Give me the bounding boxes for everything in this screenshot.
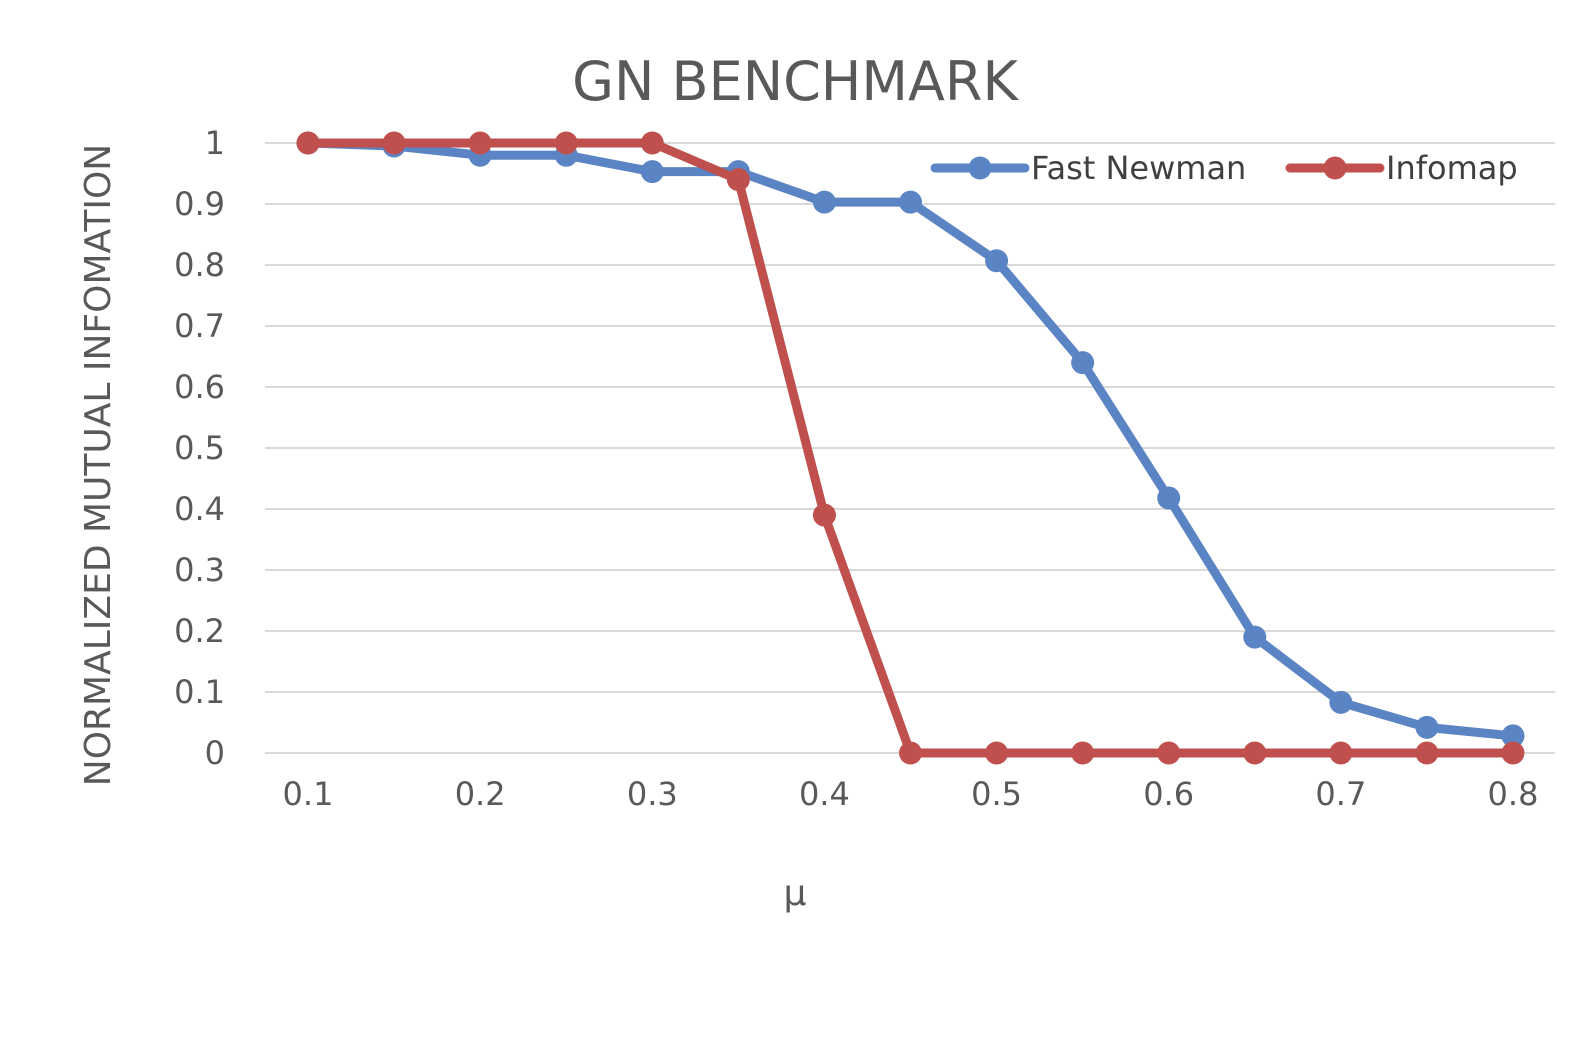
- data-point: [899, 190, 922, 214]
- data-point: [1329, 690, 1353, 714]
- y-tick-label: 0.3: [174, 551, 225, 589]
- legend-swatch-marker: [1323, 156, 1347, 180]
- y-axis-ticks: 0 0.1 0.2 0.3 0.4 0.5 0.6 0.7 0.8 0.9 1: [174, 124, 225, 772]
- y-axis-title: NORMALIZED MUTUAL INFOMATION: [78, 144, 119, 786]
- data-point: [468, 131, 492, 155]
- x-tick-label: 0.4: [799, 775, 850, 813]
- y-tick-label: 0: [205, 734, 225, 772]
- y-tick-label: 0.1: [174, 673, 225, 711]
- data-point: [812, 503, 836, 527]
- chart-title: GN BENCHMARK: [572, 50, 1019, 113]
- y-tick-label: 0.5: [174, 429, 225, 467]
- data-point: [1329, 741, 1353, 765]
- x-tick-label: 0.2: [455, 775, 506, 813]
- legend-item: Infomap: [1285, 149, 1518, 187]
- gridlines: [265, 142, 1555, 754]
- y-tick-label: 0.9: [174, 185, 225, 223]
- data-point: [554, 131, 578, 155]
- data-point: [1415, 715, 1439, 739]
- data-point: [1501, 741, 1525, 765]
- data-point: [640, 131, 664, 155]
- x-tick-label: 0.8: [1488, 775, 1539, 813]
- legend-swatch-marker: [968, 156, 992, 180]
- y-tick-label: 1: [205, 124, 225, 162]
- data-point: [1071, 741, 1095, 765]
- y-tick-label: 0.8: [174, 246, 225, 284]
- x-axis-title: μ: [784, 873, 807, 914]
- data-point: [640, 160, 664, 184]
- x-tick-label: 0.5: [971, 775, 1022, 813]
- y-tick-label: 0.7: [174, 307, 225, 345]
- legend-label: Infomap: [1386, 149, 1518, 187]
- x-tick-label: 0.7: [1315, 775, 1366, 813]
- series-layer: [296, 131, 1525, 765]
- data-point: [1071, 351, 1095, 375]
- y-tick-label: 0.6: [174, 368, 225, 406]
- legend-label: Fast Newman: [1031, 149, 1246, 187]
- data-point: [1501, 724, 1525, 748]
- data-point: [1243, 625, 1267, 649]
- y-tick-label: 0.4: [174, 490, 225, 528]
- data-point: [296, 131, 320, 155]
- x-tick-label: 0.3: [627, 775, 678, 813]
- x-axis-ticks: 0.1 0.2 0.3 0.4 0.5 0.6 0.7 0.8: [283, 775, 1539, 813]
- data-point: [812, 190, 836, 214]
- data-point: [1157, 486, 1181, 510]
- series-infomap: [296, 131, 1525, 765]
- data-point: [382, 131, 406, 155]
- series-fast-newman: [296, 131, 1525, 748]
- data-point: [1415, 741, 1439, 765]
- data-point: [726, 168, 750, 192]
- data-point: [899, 741, 922, 765]
- series-line: [303, 138, 1518, 741]
- data-point: [1243, 741, 1267, 765]
- x-tick-label: 0.1: [283, 775, 334, 813]
- y-tick-label: 0.2: [174, 612, 225, 650]
- legend: Fast Newman Infomap: [930, 149, 1518, 187]
- data-point: [1157, 741, 1181, 765]
- legend-item: Fast Newman: [930, 149, 1246, 187]
- x-tick-label: 0.6: [1143, 775, 1194, 813]
- data-point: [985, 741, 1009, 765]
- data-point: [985, 249, 1009, 273]
